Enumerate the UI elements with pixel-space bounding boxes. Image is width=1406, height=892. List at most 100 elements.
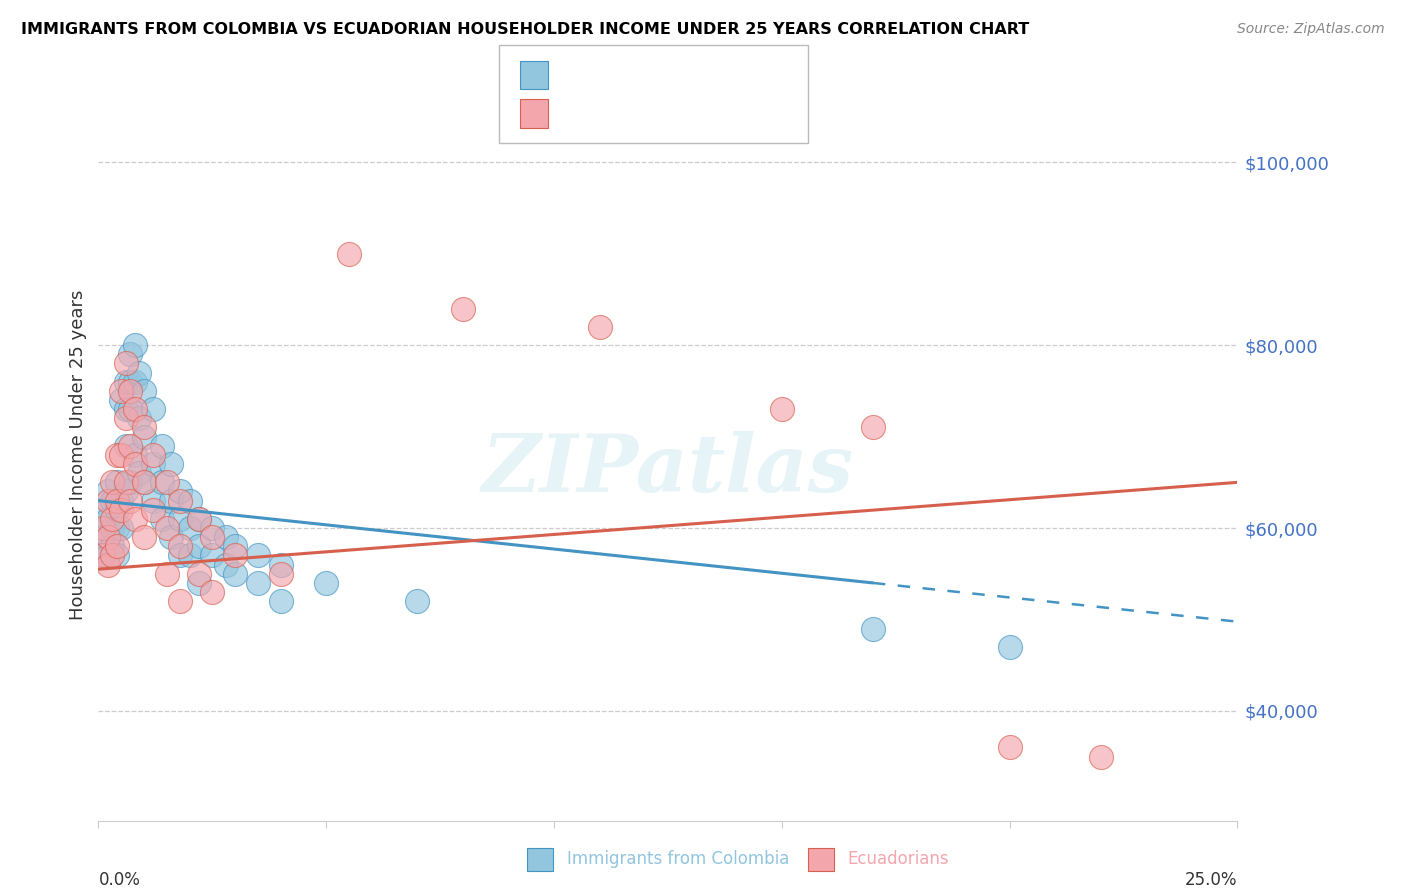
Text: ZIPatlas: ZIPatlas: [482, 431, 853, 508]
Point: [169, 549, 191, 563]
Point: [862, 420, 884, 434]
Point: [169, 512, 191, 526]
Text: 65: 65: [709, 66, 731, 84]
Point: [187, 566, 209, 581]
Point: [862, 622, 884, 636]
Text: Immigrants from Colombia: Immigrants from Colombia: [567, 850, 789, 869]
Point: [124, 512, 146, 526]
Text: N =: N =: [665, 104, 713, 122]
Point: [101, 493, 124, 508]
Point: [96, 484, 118, 499]
Text: IMMIGRANTS FROM COLOMBIA VS ECUADORIAN HOUSEHOLDER INCOME UNDER 25 YEARS CORRELA: IMMIGRANTS FROM COLOMBIA VS ECUADORIAN H…: [21, 22, 1029, 37]
Point: [142, 457, 165, 471]
Point: [201, 521, 224, 535]
Point: [105, 448, 128, 462]
Point: [169, 493, 191, 508]
Point: [132, 475, 155, 490]
Point: [998, 640, 1021, 654]
Point: [91, 521, 114, 535]
Point: [128, 411, 150, 425]
Point: [114, 375, 136, 389]
Point: [160, 530, 183, 544]
Point: [114, 402, 136, 417]
Point: [337, 246, 360, 260]
Point: [150, 439, 173, 453]
Point: [169, 539, 191, 553]
Point: [406, 594, 429, 608]
Point: [105, 521, 128, 535]
Point: [105, 475, 128, 490]
Point: [156, 566, 179, 581]
Point: [246, 576, 269, 591]
Point: [132, 384, 155, 398]
Point: [1090, 749, 1112, 764]
Point: [160, 457, 183, 471]
Point: [201, 530, 224, 544]
Point: [179, 493, 201, 508]
Point: [224, 566, 246, 581]
Point: [101, 549, 124, 563]
Point: [169, 484, 191, 499]
Point: [132, 530, 155, 544]
Point: [91, 530, 114, 544]
Point: [315, 576, 337, 591]
Point: [124, 457, 146, 471]
Point: [201, 585, 224, 599]
Point: [128, 366, 150, 380]
Text: 46: 46: [709, 104, 731, 122]
Point: [114, 411, 136, 425]
Point: [96, 549, 118, 563]
Point: [120, 347, 142, 361]
Point: [105, 549, 128, 563]
Point: [224, 549, 246, 563]
Point: [150, 475, 173, 490]
Point: [114, 356, 136, 371]
Point: [124, 375, 146, 389]
Point: [201, 549, 224, 563]
Point: [96, 493, 118, 508]
Point: [451, 301, 474, 316]
Point: [124, 448, 146, 462]
Point: [998, 740, 1021, 755]
Point: [187, 539, 209, 553]
Text: N =: N =: [665, 66, 713, 84]
Point: [187, 512, 209, 526]
Point: [187, 512, 209, 526]
Point: [110, 493, 132, 508]
Point: [120, 375, 142, 389]
Point: [96, 558, 118, 572]
Point: [588, 319, 610, 334]
Point: [215, 558, 238, 572]
Point: [101, 521, 124, 535]
Point: [110, 521, 132, 535]
Text: 25.0%: 25.0%: [1185, 871, 1237, 889]
Text: R =: R =: [560, 104, 596, 122]
Point: [105, 502, 128, 516]
Point: [156, 475, 179, 490]
Text: -0.173: -0.173: [599, 66, 658, 84]
Point: [246, 549, 269, 563]
Y-axis label: Householder Income Under 25 years: Householder Income Under 25 years: [69, 290, 87, 620]
Point: [142, 493, 165, 508]
Point: [142, 502, 165, 516]
Point: [105, 539, 128, 553]
Text: Source: ZipAtlas.com: Source: ZipAtlas.com: [1237, 22, 1385, 37]
Point: [179, 549, 201, 563]
Point: [114, 475, 136, 490]
Point: [169, 594, 191, 608]
Point: [110, 502, 132, 516]
Point: [96, 530, 118, 544]
Point: [114, 484, 136, 499]
Point: [224, 539, 246, 553]
Point: [215, 530, 238, 544]
Point: [132, 475, 155, 490]
Point: [156, 521, 179, 535]
Point: [160, 493, 183, 508]
Point: [120, 402, 142, 417]
Point: [96, 512, 118, 526]
Point: [114, 439, 136, 453]
Point: [120, 439, 142, 453]
Point: [124, 338, 146, 352]
Point: [110, 392, 132, 407]
Text: R =: R =: [560, 66, 596, 84]
